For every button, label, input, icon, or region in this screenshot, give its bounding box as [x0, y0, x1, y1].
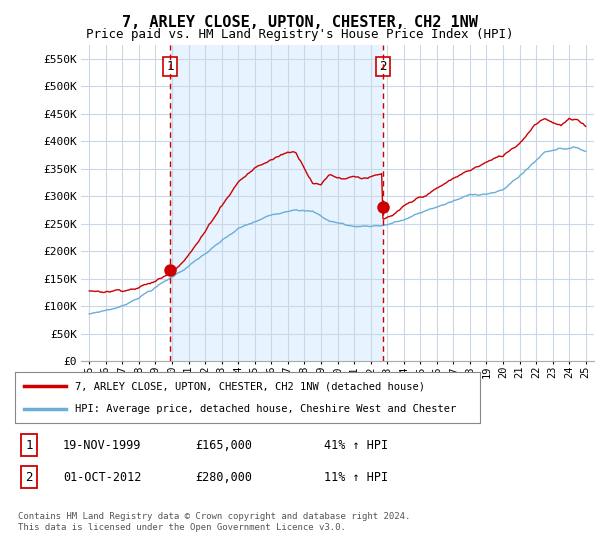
Text: 1: 1: [166, 60, 174, 73]
Text: Contains HM Land Registry data © Crown copyright and database right 2024.
This d: Contains HM Land Registry data © Crown c…: [18, 512, 410, 532]
Bar: [170, 45, 383, 361]
Text: HPI: Average price, detached house, Cheshire West and Chester: HPI: Average price, detached house, Ches…: [76, 404, 457, 414]
Text: 41% ↑ HPI: 41% ↑ HPI: [324, 438, 388, 452]
Text: 7, ARLEY CLOSE, UPTON, CHESTER, CH2 1NW (detached house): 7, ARLEY CLOSE, UPTON, CHESTER, CH2 1NW …: [76, 381, 425, 391]
Text: £280,000: £280,000: [195, 470, 252, 484]
Text: 01-OCT-2012: 01-OCT-2012: [63, 470, 142, 484]
Text: £165,000: £165,000: [195, 438, 252, 452]
Text: 7, ARLEY CLOSE, UPTON, CHESTER, CH2 1NW: 7, ARLEY CLOSE, UPTON, CHESTER, CH2 1NW: [122, 15, 478, 30]
Text: 2: 2: [379, 60, 387, 73]
Text: 1: 1: [25, 438, 32, 452]
Text: Price paid vs. HM Land Registry's House Price Index (HPI): Price paid vs. HM Land Registry's House …: [86, 28, 514, 41]
Text: 19-NOV-1999: 19-NOV-1999: [63, 438, 142, 452]
Text: 11% ↑ HPI: 11% ↑ HPI: [324, 470, 388, 484]
Text: 2: 2: [25, 470, 32, 484]
